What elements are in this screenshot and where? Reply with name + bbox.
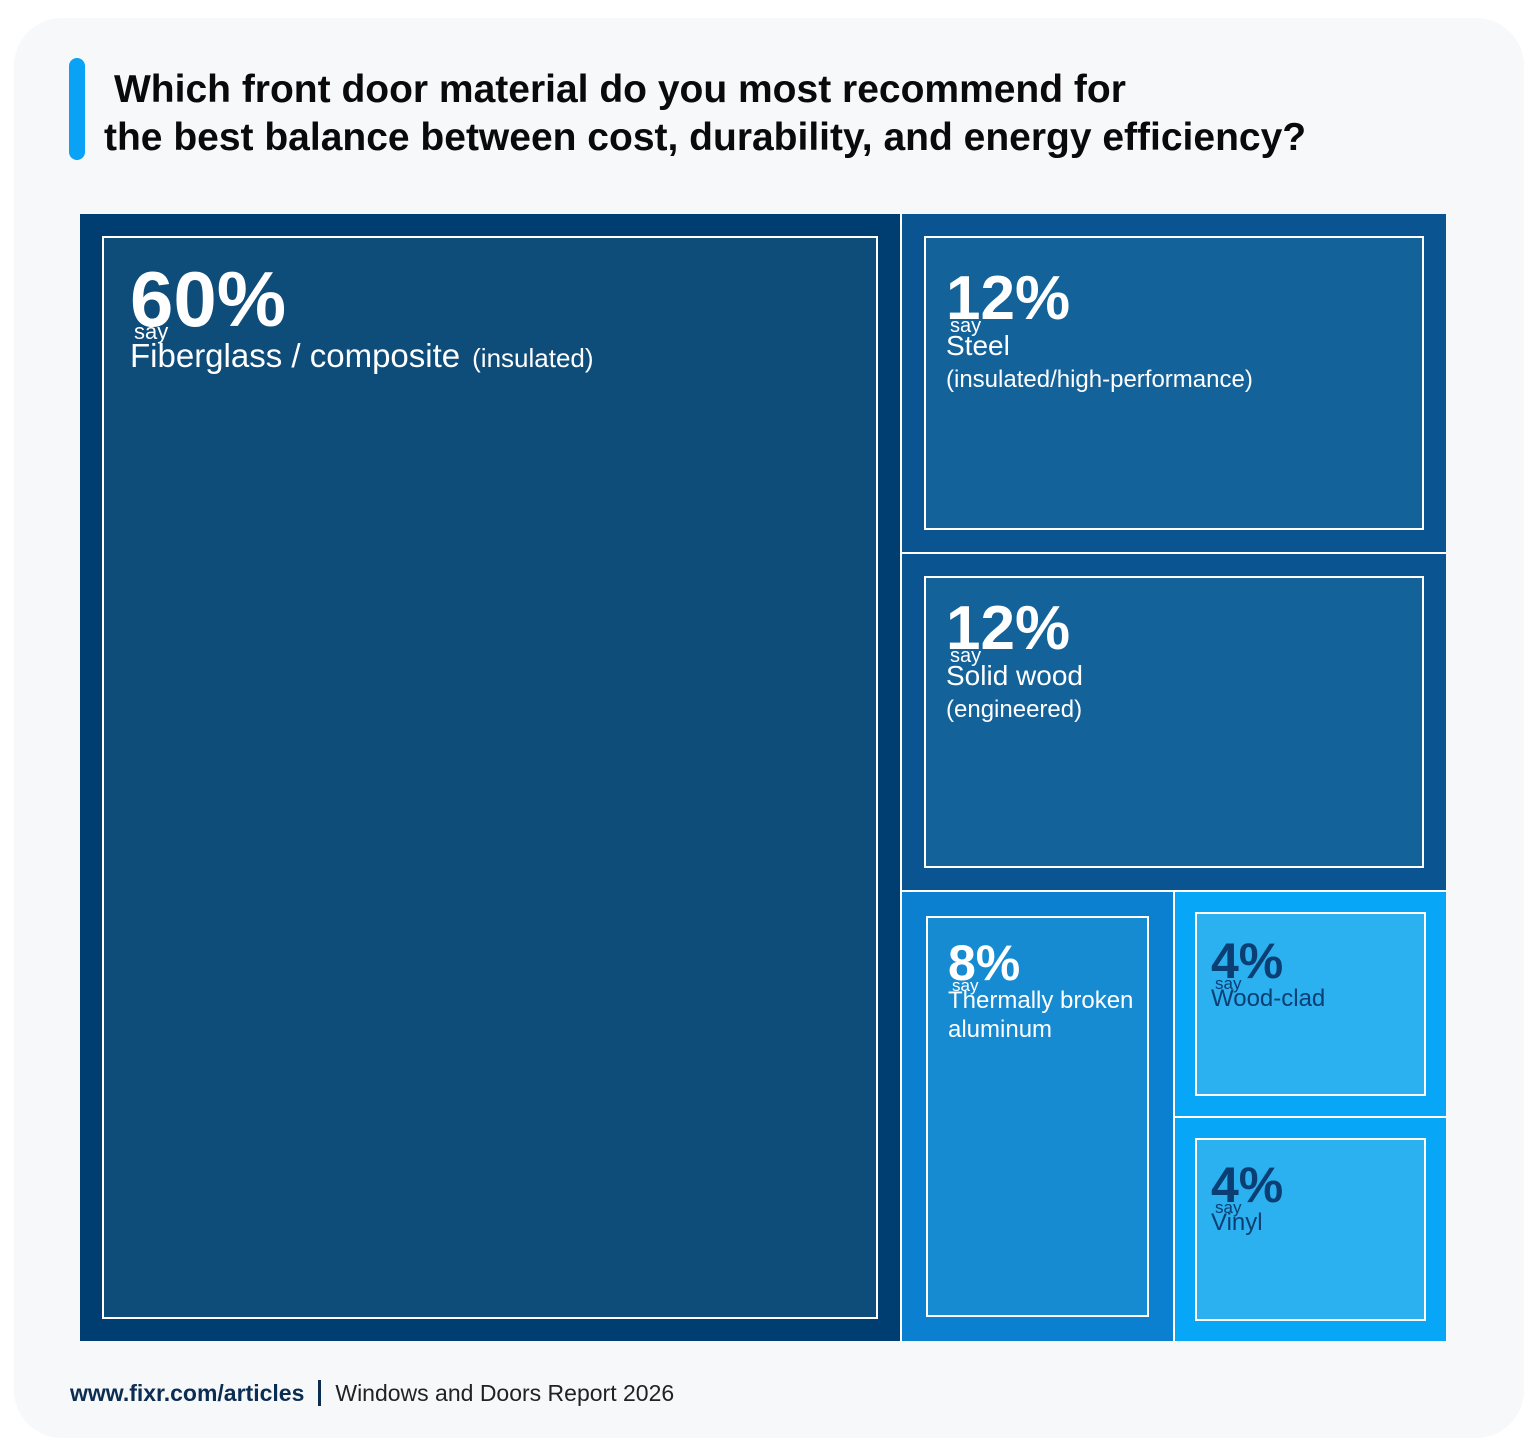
chart-title-line-2: the best balance between cost, durabilit… xyxy=(104,116,1307,159)
treemap-value-label: 4% xyxy=(1211,1157,1284,1213)
treemap-cell-wood: 12% say Solid wood (engineered) xyxy=(900,552,1446,890)
treemap-say-label: say xyxy=(950,315,982,338)
treemap: 60% say Fiberglass / composite (insulated) 1… xyxy=(80,214,1446,1341)
title-accent-bar xyxy=(69,58,85,160)
treemap-say-label: say xyxy=(952,976,979,995)
treemap-category-label: Vinyl xyxy=(1211,1209,1263,1236)
treemap-category-label: Thermally broken aluminum xyxy=(948,987,1134,1043)
footer: www.fixr.com/articles Windows and Doors R… xyxy=(70,1378,674,1408)
treemap-cell-vinyl: 4% say Vinyl xyxy=(1173,1116,1446,1341)
treemap-category-label: Wood-clad xyxy=(1211,985,1326,1012)
treemap-category-sublabel: (engineered) xyxy=(946,696,1083,724)
treemap-cell-steel: 12% say Steel (insulated/high-performance) xyxy=(900,214,1446,552)
treemap-category-label: Steel (insulated/high-performance) xyxy=(946,329,1420,395)
treemap-value-label: 4% xyxy=(1211,933,1284,989)
treemap-say-label: say xyxy=(1215,1198,1242,1217)
footer-report-name: Windows and Doors Report 2026 xyxy=(335,1380,675,1406)
treemap-cell-wood-clad: 4% say Wood-clad xyxy=(1173,890,1446,1116)
treemap-cell-aluminum: 8% say Thermally broken aluminum xyxy=(900,890,1173,1341)
treemap-category-sublabel: (insulated/high-performance) xyxy=(946,366,1253,394)
treemap-category-label: Fiberglass / composite (insulated) xyxy=(130,337,594,375)
treemap-say-label: say xyxy=(134,318,169,344)
treemap-value-label: 12% xyxy=(946,594,1071,663)
treemap-say-label: say xyxy=(950,645,982,668)
treemap-cell-inner-aluminum: 8% say Thermally broken aluminum xyxy=(926,916,1149,1317)
treemap-cell-inner-wood: 12% say Solid wood (engineered) xyxy=(924,576,1424,868)
treemap-cell-inner-fiberglass: 60% say Fiberglass / composite (insulated) xyxy=(102,236,878,1319)
treemap-category-sublabel: (insulated) xyxy=(472,343,594,374)
treemap-value-label: 12% xyxy=(946,264,1071,333)
chart-title-line-1: Which front door material do you most re… xyxy=(114,68,1126,111)
treemap-value-label: 8% xyxy=(948,935,1021,991)
treemap-category-label: Solid wood (engineered) xyxy=(946,659,1420,725)
chart-title: Which front door material do you most re… xyxy=(104,66,1484,162)
treemap-value-label: 60% xyxy=(130,255,287,343)
treemap-cell-fiberglass: 60% say Fiberglass / composite (insulated) xyxy=(80,214,900,1341)
treemap-cell-inner-wood-clad: 4% say Wood-clad xyxy=(1195,912,1426,1096)
treemap-cell-inner-steel: 12% say Steel (insulated/high-performance) xyxy=(924,236,1424,530)
footer-separator xyxy=(318,1380,322,1406)
treemap-cell-inner-vinyl: 4% say Vinyl xyxy=(1195,1138,1426,1321)
footer-url-link[interactable]: www.fixr.com/articles xyxy=(70,1380,305,1406)
treemap-say-label: say xyxy=(1215,974,1242,993)
